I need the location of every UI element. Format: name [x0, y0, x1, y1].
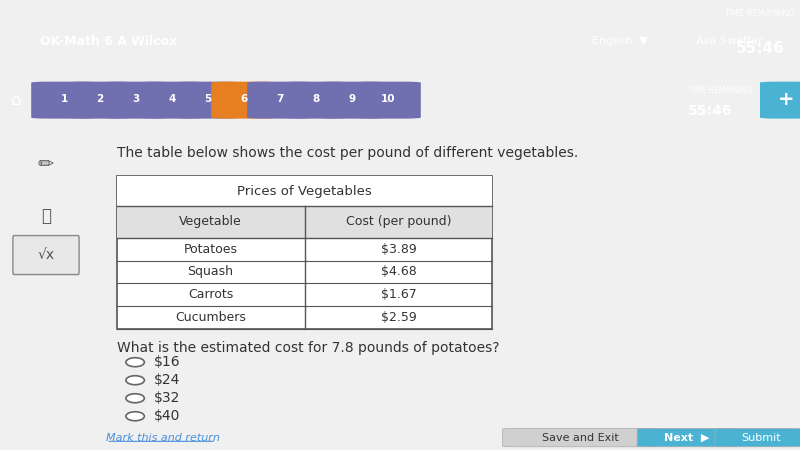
Text: Potatoes: Potatoes — [183, 243, 238, 256]
Text: $4.68: $4.68 — [381, 266, 416, 279]
Text: English  ▼: English ▼ — [592, 36, 648, 46]
Text: 6: 6 — [240, 94, 248, 104]
FancyBboxPatch shape — [31, 81, 97, 119]
FancyBboxPatch shape — [355, 81, 421, 119]
Text: 8: 8 — [312, 94, 320, 104]
Text: TIME REMAINING: TIME REMAINING — [688, 86, 753, 94]
Text: TIME REMAINING: TIME REMAINING — [725, 9, 795, 18]
Circle shape — [126, 412, 144, 421]
Text: Carrots: Carrots — [188, 288, 234, 302]
Text: OK-Math 6 A Wilcox: OK-Math 6 A Wilcox — [40, 35, 178, 48]
Text: 4: 4 — [168, 94, 176, 104]
FancyBboxPatch shape — [760, 81, 800, 119]
Text: ⌂: ⌂ — [10, 91, 22, 109]
Text: 2: 2 — [96, 94, 104, 104]
Circle shape — [126, 394, 144, 403]
FancyBboxPatch shape — [637, 428, 736, 447]
FancyBboxPatch shape — [319, 81, 385, 119]
Text: 55:46: 55:46 — [688, 104, 732, 118]
Text: Squash: Squash — [187, 266, 234, 279]
Text: Mark this and return: Mark this and return — [106, 432, 220, 443]
Text: Save and Exit: Save and Exit — [542, 432, 619, 443]
Text: $2.59: $2.59 — [381, 311, 416, 324]
Text: Next  ▶: Next ▶ — [664, 432, 710, 443]
Circle shape — [126, 376, 144, 385]
Text: 10: 10 — [381, 94, 395, 104]
Text: Cucumbers: Cucumbers — [175, 311, 246, 324]
FancyBboxPatch shape — [103, 81, 169, 119]
Text: 5: 5 — [204, 94, 212, 104]
FancyBboxPatch shape — [13, 235, 79, 274]
FancyBboxPatch shape — [715, 428, 800, 447]
Text: +: + — [778, 90, 794, 108]
Text: 3: 3 — [132, 94, 140, 104]
Text: The table below shows the cost per pound of different vegetables.: The table below shows the cost per pound… — [117, 146, 578, 160]
FancyBboxPatch shape — [139, 81, 205, 119]
Text: $24: $24 — [154, 373, 180, 387]
FancyBboxPatch shape — [67, 81, 133, 119]
Text: 7: 7 — [276, 94, 284, 104]
Text: 🎧: 🎧 — [41, 207, 51, 225]
Text: 9: 9 — [349, 94, 355, 104]
Text: $32: $32 — [154, 391, 180, 405]
Text: ✏: ✏ — [38, 155, 54, 174]
Text: $1.67: $1.67 — [381, 288, 416, 302]
FancyBboxPatch shape — [502, 428, 658, 447]
FancyBboxPatch shape — [247, 81, 313, 119]
Bar — [117, 176, 492, 329]
Text: Vegetable: Vegetable — [179, 216, 242, 229]
FancyBboxPatch shape — [211, 81, 277, 119]
Text: Prices of Vegetables: Prices of Vegetables — [237, 184, 372, 198]
Text: $3.89: $3.89 — [381, 243, 416, 256]
Text: √x: √x — [38, 248, 54, 262]
Text: What is the estimated cost for 7.8 pounds of potatoes?: What is the estimated cost for 7.8 pound… — [117, 341, 499, 355]
Circle shape — [126, 358, 144, 367]
Text: $16: $16 — [154, 355, 180, 369]
Text: Cost (per pound): Cost (per pound) — [346, 216, 451, 229]
Bar — [117, 206, 492, 238]
Text: Ava Swaffar: Ava Swaffar — [696, 36, 762, 46]
Text: $40: $40 — [154, 409, 180, 423]
Text: Submit: Submit — [742, 432, 781, 443]
Text: 55:46: 55:46 — [735, 41, 785, 56]
FancyBboxPatch shape — [283, 81, 349, 119]
Bar — [117, 176, 492, 206]
FancyBboxPatch shape — [175, 81, 241, 119]
Text: 1: 1 — [60, 94, 68, 104]
